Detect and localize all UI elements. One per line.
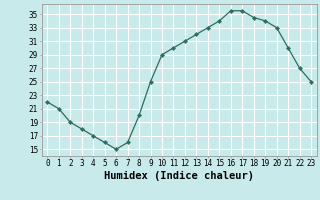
- X-axis label: Humidex (Indice chaleur): Humidex (Indice chaleur): [104, 171, 254, 181]
